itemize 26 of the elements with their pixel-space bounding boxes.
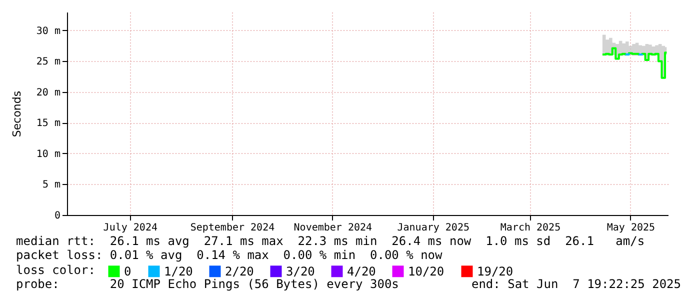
legend-label: 3/20 bbox=[286, 264, 315, 278]
text: end: Sat Jun 7 19:22:25 2025 bbox=[471, 277, 681, 291]
y-axis-title: Seconds bbox=[10, 90, 24, 138]
x-tick-label: March 2025 bbox=[500, 222, 561, 234]
text: packet loss: 0.01 % avg 0.14 % max 0.00 % min 0.00 % now bbox=[16, 248, 442, 262]
y-tick-label: 10 m bbox=[36, 148, 60, 160]
x-tick-label: January 2025 bbox=[397, 222, 470, 234]
legend-label: 19/20 bbox=[477, 264, 514, 278]
legend-label: 4/20 bbox=[347, 264, 376, 278]
x-tick-label: November 2024 bbox=[294, 222, 372, 234]
legend-title: loss color: bbox=[16, 263, 96, 277]
x-tick-label: September 2024 bbox=[190, 222, 275, 234]
text: probe: 20 ICMP Echo Pings (56 Bytes) every 300s bbox=[16, 277, 399, 291]
y-tick-label: 15 m bbox=[36, 118, 60, 130]
y-tick-label: 0 bbox=[54, 210, 60, 222]
x-tick-label: July 2024 bbox=[103, 222, 158, 234]
y-tick-label: 20 m bbox=[36, 87, 60, 98]
y-tick-label: 30 m bbox=[36, 26, 60, 37]
x-tick-label: May 2025 bbox=[606, 222, 656, 234]
y-tick-label: 5 m bbox=[42, 180, 60, 191]
legend-label: 1/20 bbox=[164, 264, 193, 278]
legend-label: 2/20 bbox=[225, 264, 254, 278]
legend-label: 10/20 bbox=[408, 264, 444, 278]
text: median rtt: 26.1 ms avg 27.1 ms max 22.3 ms min 26.4 ms now 1.0 ms sd 26.1 am/s bbox=[16, 234, 645, 248]
legend-label: 0 bbox=[124, 264, 132, 278]
y-tick-label: 25 m bbox=[36, 56, 60, 68]
